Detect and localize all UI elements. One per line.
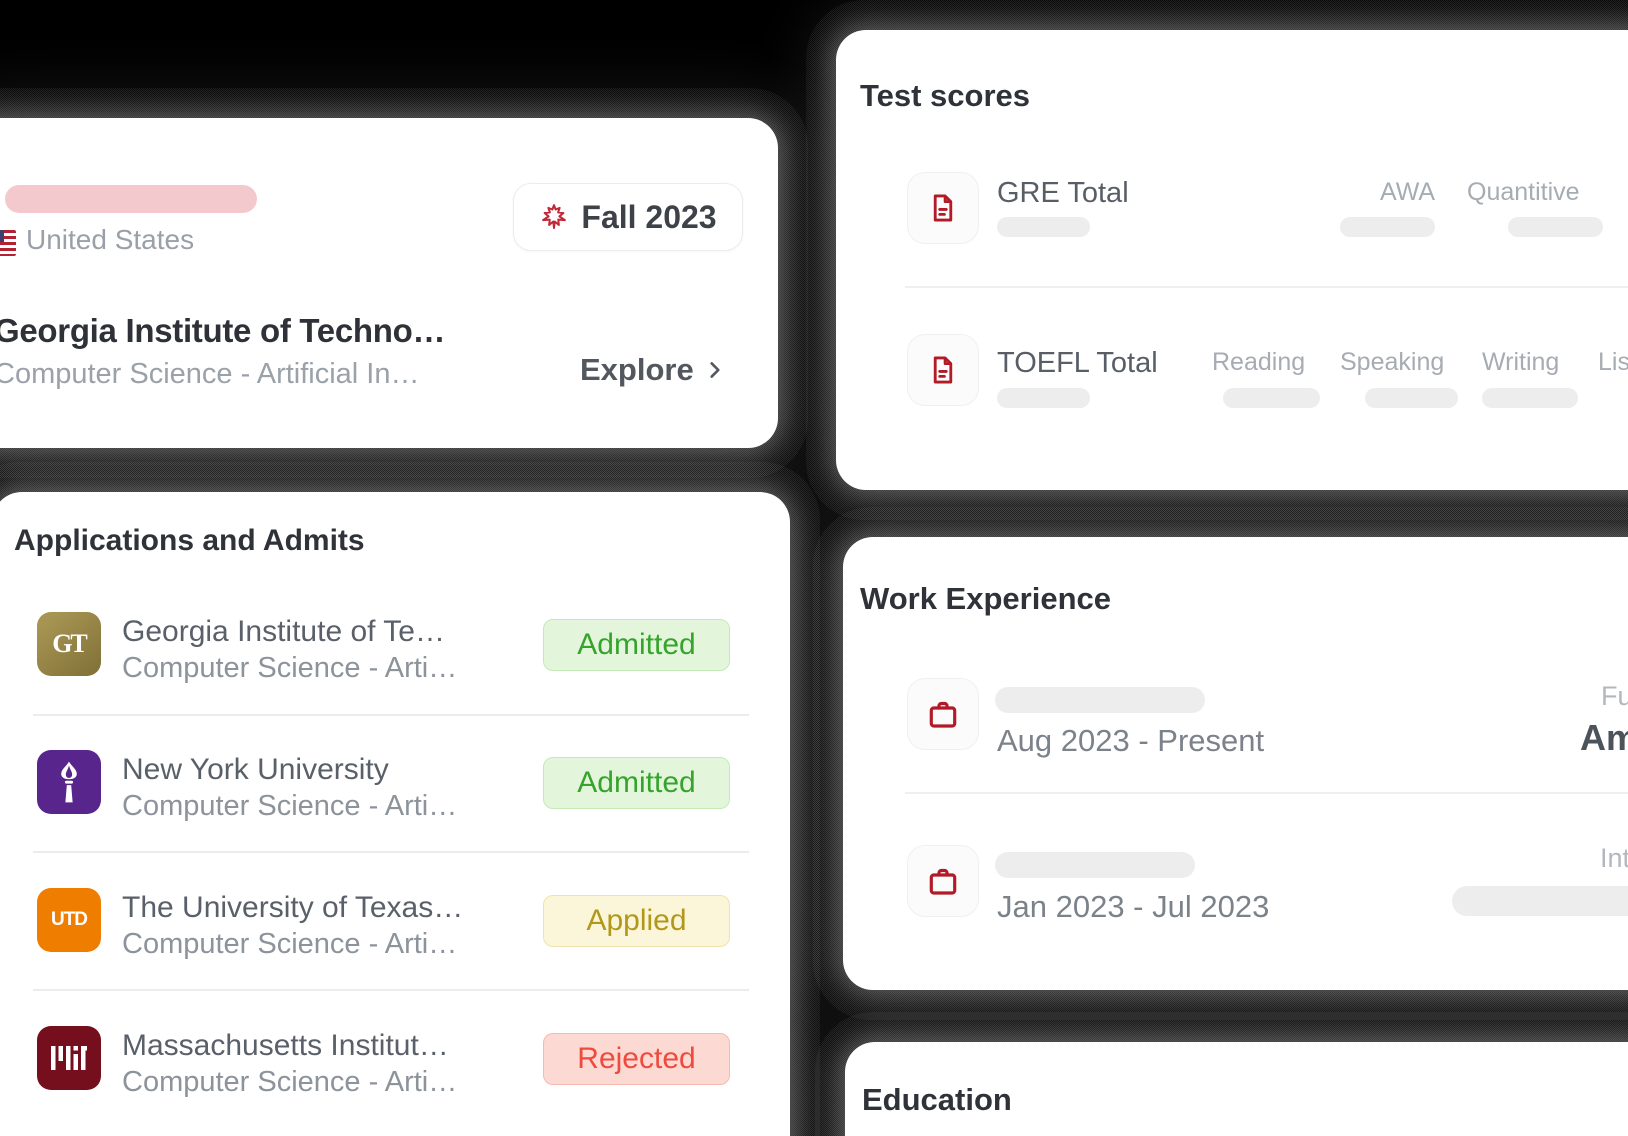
term-badge: Fall 2023: [513, 183, 743, 251]
nyu-logo: [37, 750, 101, 814]
document-icon: [933, 356, 953, 384]
gre-awa-placeholder: [1340, 217, 1435, 237]
job-type-label: Inte: [1600, 843, 1628, 873]
toefl-reading-label: Reading: [1212, 348, 1306, 376]
chevron-right-icon: [710, 362, 720, 378]
applications-title: Applications and Admits: [14, 524, 365, 557]
company-name: Am: [1580, 717, 1628, 758]
school-name: Georgia Institute of Te…: [122, 615, 445, 648]
toefl-reading-placeholder: [1223, 388, 1320, 408]
georgia-tech-logo: GT: [37, 612, 101, 676]
application-row-ut-dallas[interactable]: UTD The University of Texas… Computer Sc…: [0, 888, 790, 998]
job-type-label: Fu: [1601, 681, 1628, 711]
program-name: Computer Science - Arti…: [122, 652, 458, 684]
program-name: Computer Science - Arti…: [122, 928, 458, 960]
us-flag-icon: [0, 230, 16, 256]
mit-logo: [37, 1026, 101, 1090]
company-placeholder: [1452, 886, 1628, 916]
gre-icon-box: [907, 172, 979, 244]
status-badge: Applied: [543, 895, 730, 947]
education-card: Education: [815, 1012, 1628, 1136]
application-row-georgia-tech[interactable]: GT Georgia Institute of Te… Computer Sci…: [0, 612, 790, 722]
application-row-nyu[interactable]: New York University Computer Science - A…: [0, 750, 790, 860]
university-program: Computer Science - Artificial In…: [0, 358, 420, 390]
gre-quantitive-label: Quantitive: [1467, 178, 1580, 206]
test-scores-title: Test scores: [860, 78, 1031, 113]
toefl-score-placeholder: [997, 388, 1090, 408]
maple-leaf-icon: [542, 204, 567, 229]
program-name: Computer Science - Arti…: [122, 790, 458, 822]
utd-logo: UTD: [37, 888, 101, 952]
applications-card: Applications and Admits GT Georgia Insti…: [0, 462, 820, 1136]
toefl-writing-placeholder: [1482, 388, 1578, 408]
briefcase-icon: [929, 868, 957, 895]
toefl-icon-box: [907, 334, 979, 406]
school-name-placeholder: [5, 185, 257, 213]
job-dates: Jan 2023 - Jul 2023: [997, 889, 1270, 924]
term-label: Fall 2023: [581, 198, 717, 235]
job-dates: Aug 2023 - Present: [997, 723, 1265, 758]
toefl-speaking-placeholder: [1365, 388, 1458, 408]
country-label: United States: [26, 224, 195, 255]
education-title: Education: [862, 1082, 1012, 1117]
toefl-speaking-label: Speaking: [1340, 348, 1445, 376]
explore-label: Explore: [580, 352, 694, 387]
test-divider: [905, 286, 1628, 288]
status-badge: Admitted: [543, 619, 730, 671]
gre-total-label: GRE Total: [997, 177, 1129, 209]
work-icon-box: [907, 845, 979, 917]
school-name: New York University: [122, 753, 389, 786]
row-divider: [33, 989, 749, 991]
work-divider: [905, 792, 1628, 794]
job-title-placeholder: [995, 687, 1205, 713]
row-divider: [33, 851, 749, 853]
toefl-total-label: TOEFL Total: [997, 347, 1158, 379]
gre-score-placeholder: [997, 217, 1090, 237]
document-icon: [933, 194, 953, 222]
school-name: The University of Texas…: [122, 891, 464, 924]
university-name: Georgia Institute of Techno…: [0, 312, 446, 349]
program-name: Computer Science - Arti…: [122, 1066, 458, 1098]
toefl-listening-label: Lis: [1598, 348, 1628, 376]
application-row-mit[interactable]: Massachusetts Institut… Computer Science…: [0, 1026, 790, 1136]
work-icon-box: [907, 678, 979, 750]
work-experience-title: Work Experience: [860, 581, 1111, 616]
status-badge: Rejected: [543, 1033, 730, 1085]
briefcase-icon: [929, 701, 957, 728]
gre-quantitive-placeholder: [1508, 217, 1603, 237]
test-scores-card: Test scores GRE Total AWA Quantitive TOE…: [806, 0, 1628, 520]
gre-awa-label: AWA: [1380, 178, 1436, 206]
school-name: Massachusetts Institut…: [122, 1029, 449, 1062]
nyu-torch-icon: [61, 761, 77, 803]
work-experience-card: Work Experience Aug 2023 - Present Fu Am…: [813, 507, 1628, 1020]
status-badge: Admitted: [543, 757, 730, 809]
explore-link[interactable]: Explore: [580, 352, 726, 388]
mit-bars-icon: [51, 1046, 87, 1070]
toefl-writing-label: Writing: [1482, 348, 1560, 376]
university-overview-card: United States Fall 2023 Georgia Institut…: [0, 88, 808, 478]
job-title-placeholder: [995, 852, 1195, 878]
row-divider: [33, 714, 749, 716]
